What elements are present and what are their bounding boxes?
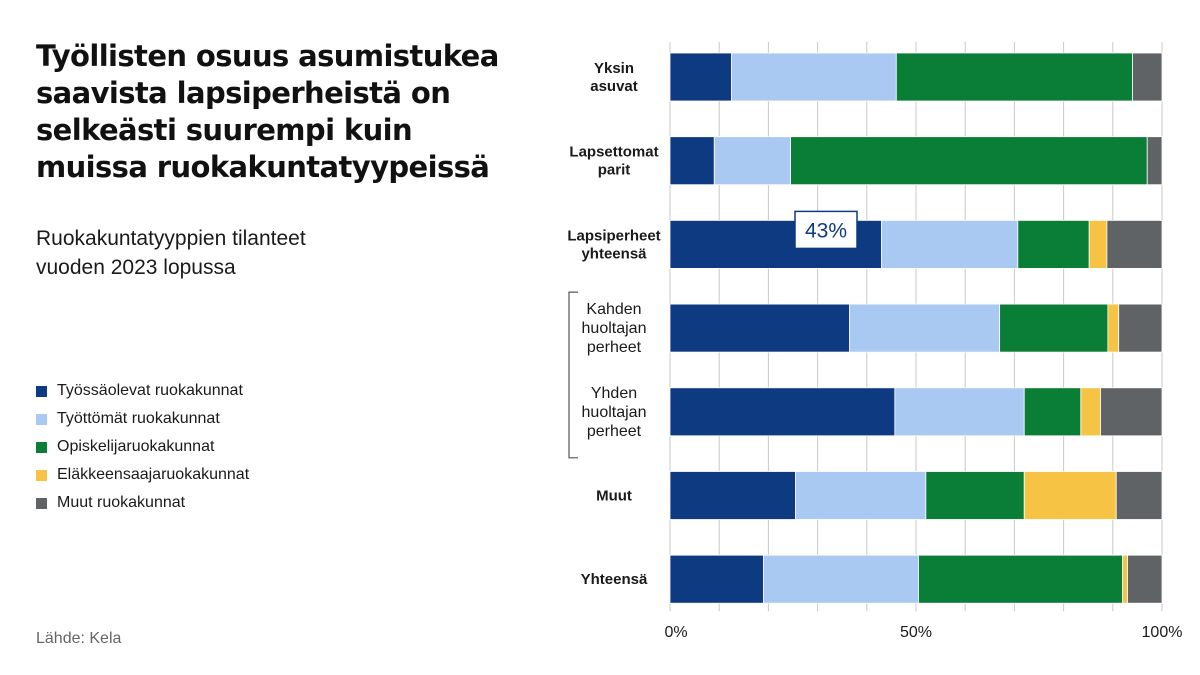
legend-item-3: Eläkkeensaajaruokakunnat [36, 461, 249, 489]
category-label-3: Kahden huoltajan perheet [582, 301, 647, 356]
chart-legend: Työssäolevat ruokakunnat Työttömät ruokak… [36, 377, 249, 517]
legend-swatch-2 [36, 441, 47, 453]
bar-2-series-1 [881, 219, 1019, 269]
legend-swatch-0 [36, 385, 47, 397]
bar-4-series-2 [1023, 387, 1082, 437]
legend-label-3: Eläkkeensaajaruokakunnat [57, 466, 250, 483]
bar-6-series-3 [1122, 554, 1128, 604]
category-label-6-line-0: Yhteensä [581, 571, 648, 588]
legend-swatch-3 [36, 469, 47, 481]
legend-item-4: Muut ruokakunnat [36, 489, 249, 517]
legend-item-2: Opiskelijaruokakunnat [36, 433, 249, 461]
category-label-3-line-0: Kahden [586, 301, 641, 318]
bar-0-series-1 [731, 52, 897, 102]
bar-5-series-1 [795, 471, 927, 520]
legend-swatch-4 [36, 497, 47, 509]
bar-1-series-4 [1146, 136, 1163, 186]
bar-4-series-1 [894, 387, 1025, 437]
legend-item-0: Työssäolevat ruokakunnat [36, 377, 249, 405]
x-tick-label-0: 0% [664, 624, 687, 641]
category-label-3-line-1: huoltajan [582, 320, 647, 337]
annotation-box [794, 210, 858, 250]
legend-label-0: Työssäolevat ruokakunnat [57, 382, 243, 399]
chart-subtitle: Ruokakuntatyyppien tilanteet vuoden 2023… [36, 224, 456, 282]
category-label-4-line-0: Yhden [591, 385, 637, 402]
legend-label-2: Opiskelijaruokakunnat [57, 438, 215, 455]
legend-item-1: Työttömät ruokakunnat [36, 405, 249, 433]
bar-0-series-4 [1132, 52, 1163, 102]
category-label-1-line-1: parit [598, 162, 631, 179]
subtitle-line-1: Ruokakuntatyyppien tilanteet [36, 227, 306, 250]
bar-5-series-0 [669, 471, 796, 520]
category-label-4: Yhden huoltajan perheet [582, 385, 647, 440]
legend-swatch-1 [36, 413, 47, 425]
bar-3-series-3 [1107, 303, 1120, 353]
category-label-5-line-0: Muut [596, 488, 632, 505]
category-label-5: Muut [596, 488, 632, 505]
x-tick-label-1: 50% [900, 624, 932, 641]
bar-3-series-2 [999, 303, 1109, 353]
category-label-4-line-2: perheet [587, 423, 642, 440]
category-label-0: Yksin asuvat [590, 60, 638, 95]
bar-3-series-0 [669, 303, 850, 353]
category-label-2: Lapsiperheet yhteensä [567, 227, 660, 262]
bar-5-series-3 [1023, 471, 1117, 520]
bar-2-series-3 [1088, 219, 1108, 269]
source-note: Lähde: Kela [36, 630, 122, 647]
subgroup-bracket [568, 291, 578, 459]
category-label-0-line-0: Yksin [594, 60, 634, 77]
category-label-4-line-1: huoltajan [582, 404, 647, 421]
bar-3-series-4 [1118, 303, 1163, 353]
bar-2-series-4 [1106, 219, 1163, 269]
x-tick-label-2: 100% [1142, 624, 1183, 641]
category-label-3-line-2: perheet [587, 339, 642, 356]
bar-5-series-4 [1115, 471, 1163, 520]
bar-6-series-2 [918, 554, 1124, 604]
category-label-2-line-1: yhteensä [581, 245, 647, 262]
bar-1-series-2 [790, 136, 1148, 186]
bar-0-series-0 [669, 52, 732, 102]
category-label-0-line-1: asuvat [590, 78, 638, 95]
legend-label-4: Muut ruokakunnat [57, 494, 186, 511]
category-label-1: Lapsettomat parit [569, 144, 658, 179]
category-label-1-line-0: Lapsettomat [569, 144, 658, 161]
category-label-6: Yhteensä [581, 571, 648, 588]
bar-2-series-2 [1017, 219, 1090, 269]
bar-0-series-2 [895, 52, 1133, 102]
bar-1-series-1 [713, 136, 791, 186]
bar-3-series-1 [849, 303, 1001, 353]
bar-6-series-4 [1127, 554, 1163, 604]
bar-1-series-0 [669, 136, 715, 186]
legend-label-1: Työttömät ruokakunnat [57, 410, 220, 427]
bar-6-series-0 [669, 554, 764, 604]
chart-title: Työllisten osuus asumistukea saavista la… [36, 39, 499, 184]
bar-6-series-1 [763, 554, 919, 604]
bar-5-series-2 [925, 471, 1025, 520]
bar-4-series-4 [1100, 387, 1163, 437]
bar-4-series-0 [669, 387, 896, 437]
subtitle-line-2: vuoden 2023 lopussa [36, 256, 236, 279]
annotation-label: 43% [805, 219, 847, 242]
bar-4-series-3 [1080, 387, 1101, 437]
category-label-2-line-0: Lapsiperheet [567, 227, 660, 244]
